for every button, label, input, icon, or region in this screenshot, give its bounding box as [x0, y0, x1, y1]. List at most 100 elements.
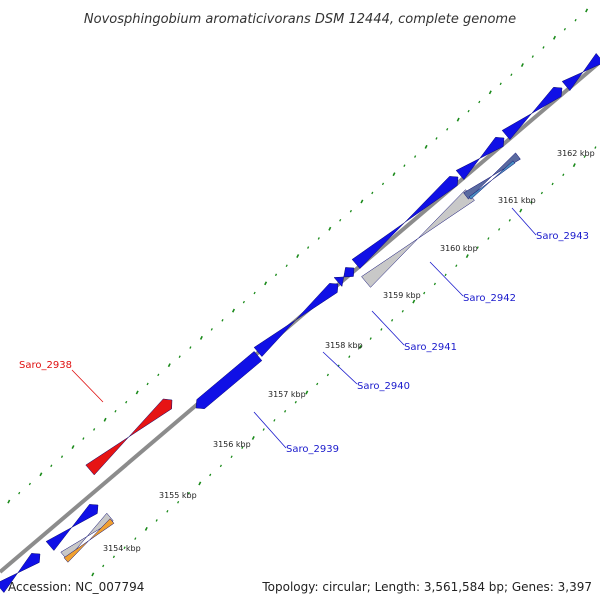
inner-tick: [444, 273, 447, 277]
cds-feature: [0, 553, 41, 593]
tick-label: 3155 kbp: [159, 491, 197, 500]
inner-tick: [209, 473, 212, 477]
inner-tick: [508, 219, 511, 222]
outer-tick: [221, 319, 224, 322]
outer-tick: [435, 137, 438, 140]
outer-tick: [488, 90, 492, 95]
leader-line: [429, 261, 464, 297]
genome-summary-text: Topology: circular; Length: 3,561,584 bp…: [262, 580, 592, 594]
inner-tick: [316, 382, 319, 386]
gene-label-saro-2940[interactable]: Saro_2940: [357, 381, 410, 392]
inner-tick: [241, 446, 244, 449]
outer-tick: [242, 300, 245, 304]
label-leader-lines: [71, 207, 537, 449]
inner-tick: [391, 319, 394, 322]
outer-tick: [231, 308, 236, 313]
outer-tick: [28, 482, 31, 486]
genome-title: Novosphingobium aromaticivorans DSM 1244…: [84, 12, 516, 27]
inner-tick: [369, 337, 372, 340]
inner-tick: [198, 481, 202, 486]
tick-label: 3157 kbp: [268, 390, 306, 399]
inner-tick: [134, 537, 137, 540]
outer-tick: [296, 254, 300, 258]
outer-tick: [467, 109, 470, 113]
tick-labels: 3154 kbp 3155 kbp 3156 kbp 3157 kbp 3158 kbp…: [103, 149, 595, 553]
inner-tick: [423, 291, 426, 295]
outer-tick: [371, 191, 374, 195]
outer-tick: [157, 373, 160, 377]
tick-label: 3154 kbp: [103, 544, 141, 553]
inner-tick: [476, 246, 479, 249]
inner-tick: [155, 519, 158, 522]
inner-tick: [187, 491, 190, 495]
outer-tick: [199, 335, 203, 340]
outer-tick: [478, 100, 481, 104]
tick-label: 3156 kbp: [213, 440, 251, 449]
outer-tick: [360, 199, 364, 204]
inner-tick: [144, 526, 148, 531]
inner-tick: [530, 200, 533, 204]
inner-tick: [380, 328, 383, 331]
outer-tick: [446, 128, 449, 131]
outer-tick: [339, 218, 342, 222]
inner-tick: [219, 464, 222, 468]
outer-tick: [328, 226, 332, 231]
outer-tick: [7, 499, 11, 504]
inner-tick: [177, 500, 180, 504]
tick-label: 3160 kbp: [440, 244, 478, 253]
leader-line: [371, 310, 405, 346]
outer-tick: [178, 355, 181, 358]
outer-tick: [39, 472, 43, 477]
inner-tick: [348, 355, 351, 359]
outer-tick: [103, 417, 107, 422]
outer-tick: [146, 382, 149, 386]
outer-tick: [50, 464, 53, 468]
inner-tick: [498, 228, 501, 231]
gene-label-saro-2938[interactable]: Saro_2938: [19, 360, 72, 371]
gray-feature-saro-2942: [361, 189, 475, 288]
outer-tick: [264, 281, 268, 286]
outer-tick: [93, 428, 96, 431]
inner-tick: [562, 173, 565, 177]
inner-tick: [465, 254, 469, 259]
inner-tick: [358, 345, 362, 349]
gene-label-saro-2942[interactable]: Saro_2942: [463, 293, 516, 304]
outer-tick: [349, 209, 352, 213]
outer-tick: [403, 164, 406, 167]
outer-tick: [317, 237, 320, 240]
inner-tick: [251, 436, 255, 440]
inner-tick-track: [91, 146, 597, 577]
inner-tick: [583, 155, 586, 158]
cds-feature: [195, 351, 263, 409]
outer-tick: [135, 390, 139, 395]
cds-feature: [45, 504, 99, 551]
inner-tick: [401, 309, 404, 313]
outer-tick: [552, 35, 557, 40]
outer-tick: [574, 18, 577, 22]
inner-tick: [412, 299, 416, 304]
inner-tick: [487, 237, 490, 240]
gene-label-saro-2939[interactable]: Saro_2939: [286, 444, 339, 455]
gene-features: [0, 52, 600, 593]
cds-feature: [455, 137, 505, 180]
inner-tick: [102, 564, 105, 568]
gene-label-saro-2943[interactable]: Saro_2943: [536, 231, 589, 242]
outer-tick: [82, 437, 85, 440]
outer-tick: [274, 273, 278, 277]
inner-tick: [455, 264, 458, 268]
outer-tick: [253, 291, 256, 295]
tick-label: 3159 kbp: [383, 291, 421, 300]
outer-tick: [456, 117, 460, 122]
inner-tick: [540, 191, 543, 195]
inner-tick: [326, 373, 329, 377]
cds-feature: [561, 52, 600, 92]
highlight-gene-saro-2938: [85, 398, 173, 476]
gene-label-saro-2941[interactable]: Saro_2941: [404, 342, 457, 353]
gene-labels: Saro_2938 Saro_2939 Saro_2940 Saro_2941 Saro…: [19, 231, 589, 455]
outer-tick: [424, 144, 428, 149]
outer-tick: [510, 73, 513, 77]
outer-tick: [210, 328, 213, 331]
outer-tick: [307, 246, 310, 249]
leader-line: [511, 207, 537, 236]
